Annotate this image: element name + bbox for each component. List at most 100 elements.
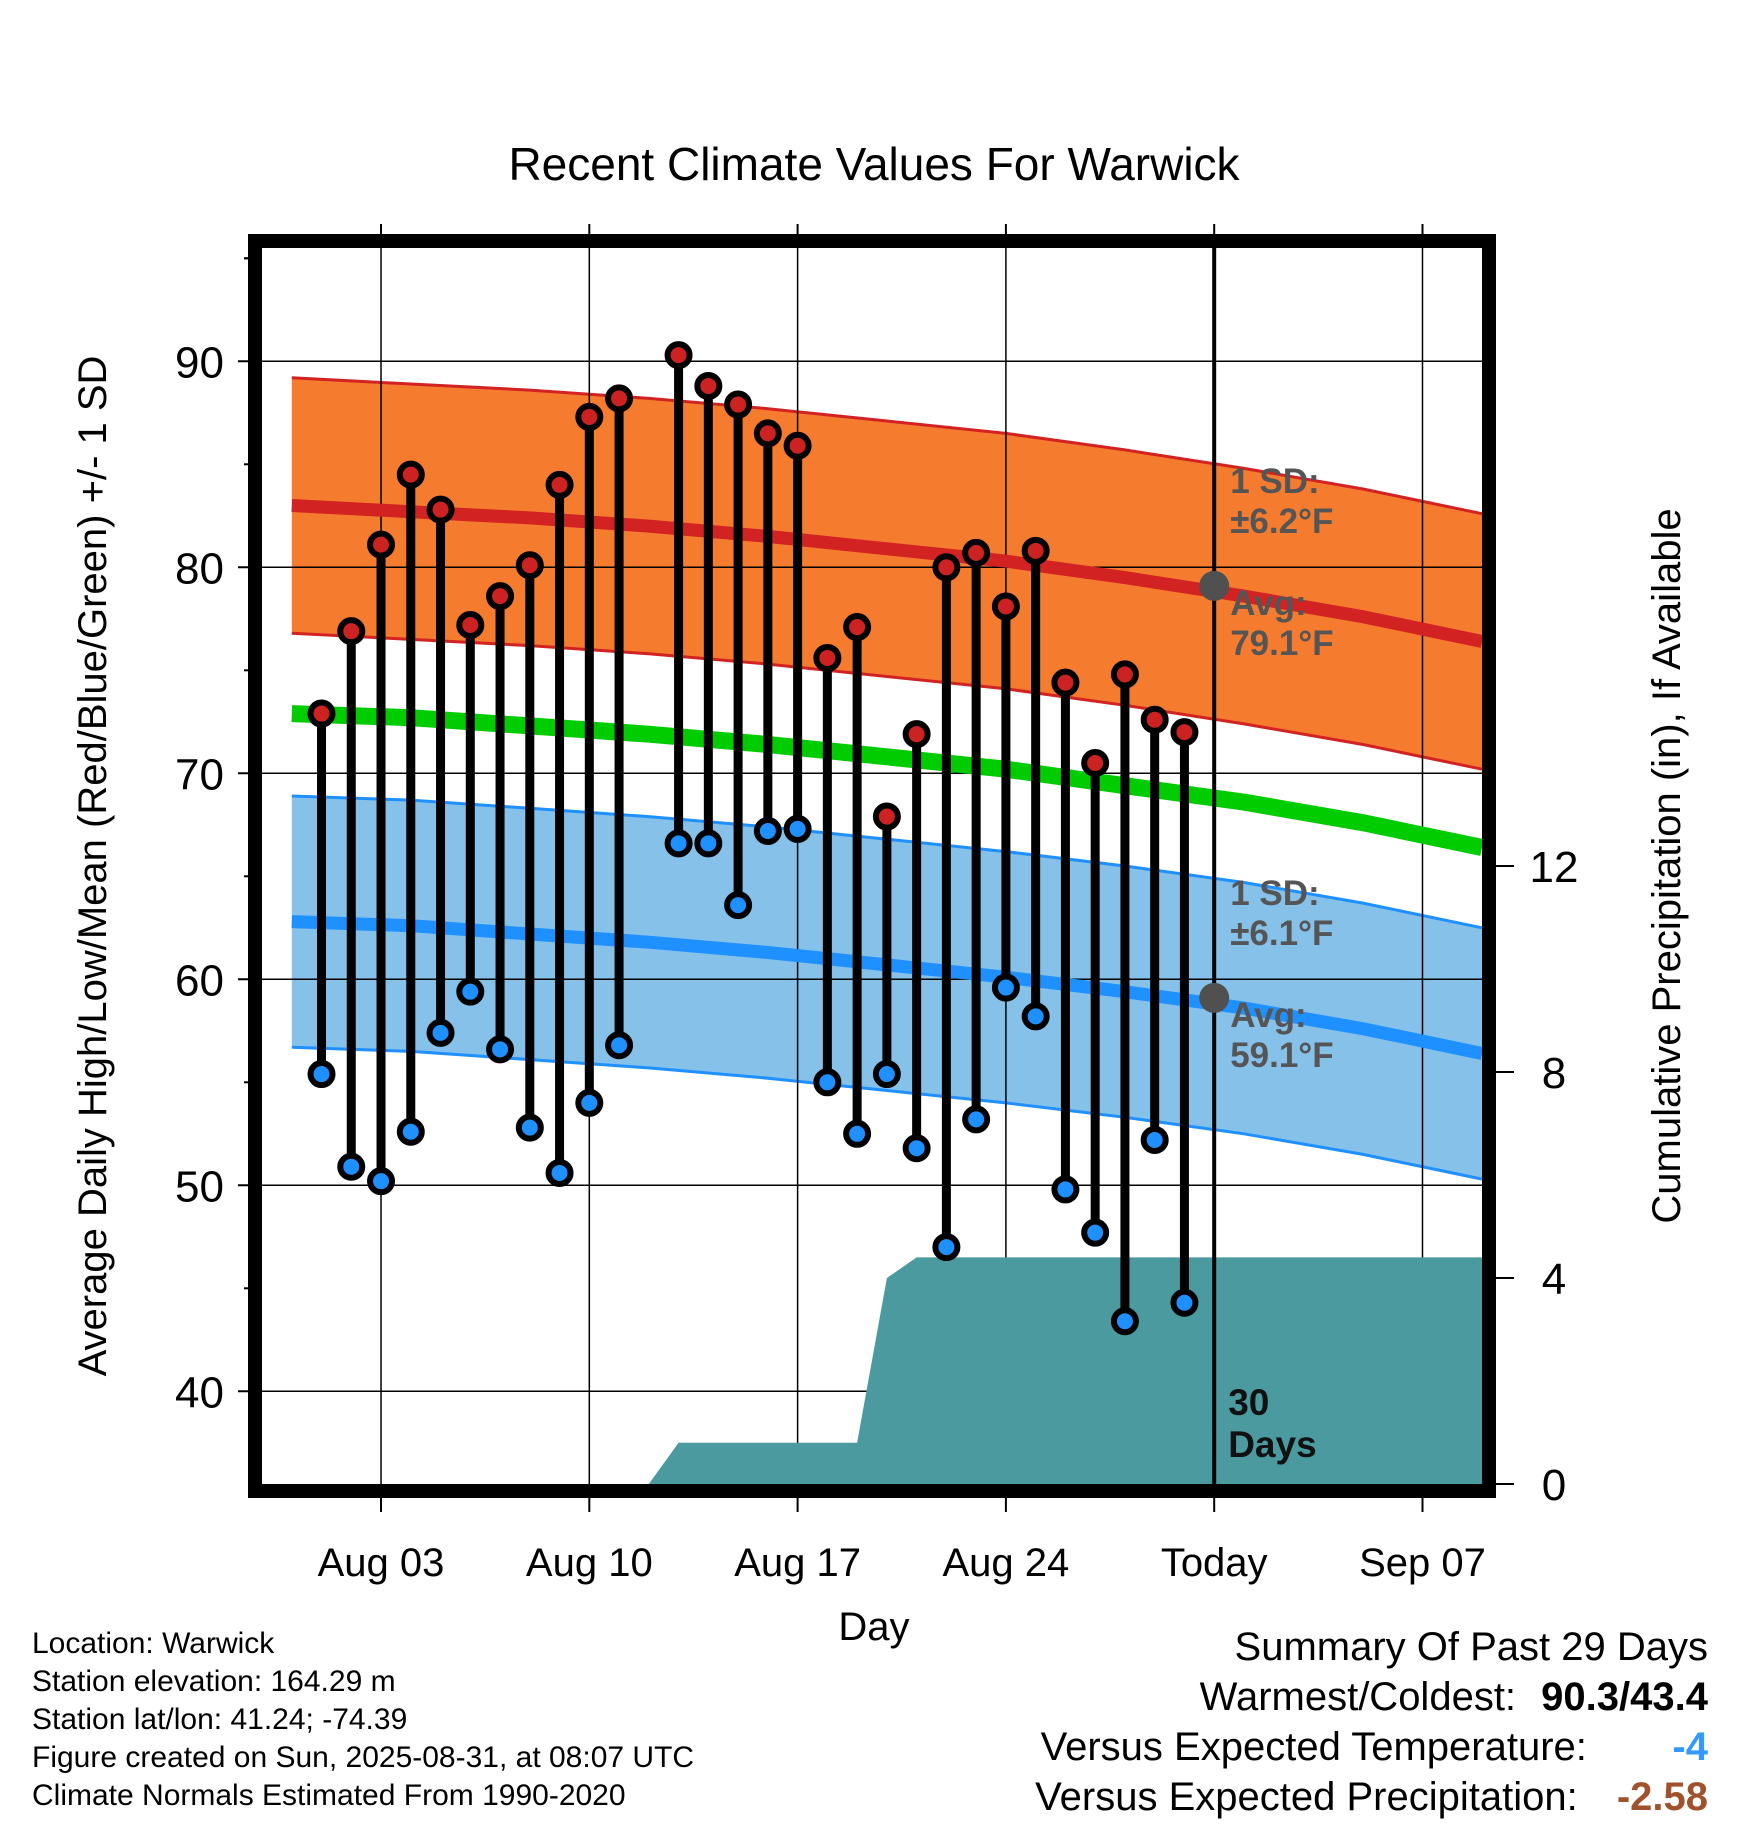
low-point (783, 814, 812, 843)
station-info: Location: Warwick Station elevation: 164… (32, 1625, 694, 1815)
y-left-tick-label-1: 50 (175, 1162, 224, 1211)
high-annotation-3: 79.1°F (1230, 624, 1334, 663)
low-point (396, 1117, 425, 1146)
low-point (753, 816, 782, 845)
high-point (337, 617, 366, 646)
y-right-tick-label-0: 0 (1542, 1461, 1566, 1510)
high-point (1170, 718, 1199, 747)
x-tick-label-2: Aug 17 (734, 1541, 861, 1585)
low-point (575, 1088, 604, 1117)
precip-value: -2.58 (1616, 1775, 1708, 1819)
high-point (456, 610, 485, 639)
y-right-tick-label-3: 12 (1530, 843, 1579, 892)
normal-high-line (291, 499, 1484, 648)
x-tick-label-0: Aug 03 (318, 1541, 445, 1585)
high-point (545, 470, 574, 499)
normals-text: Climate Normals Estimated From 1990-2020 (32, 1779, 626, 1812)
location-text: Location: Warwick (32, 1627, 275, 1660)
days-label-1: Days (1228, 1424, 1316, 1465)
low-point (1021, 1002, 1050, 1031)
low-annotation-0: 1 SD: (1230, 874, 1319, 913)
low-point (515, 1113, 544, 1142)
y-left-tick-label-0: 40 (175, 1368, 224, 1417)
high-point (575, 402, 604, 431)
y-right-axis-label: Cumulative Precipitation (in), If Availa… (1645, 508, 1689, 1223)
low-point (694, 829, 723, 858)
today-low-marker (1199, 982, 1230, 1013)
x-tick-label-3: Aug 24 (943, 1541, 1070, 1585)
low-point (1051, 1175, 1080, 1204)
high-point (605, 384, 634, 413)
y-left-tick-label-2: 60 (175, 956, 224, 1005)
y-left-tick-label-3: 70 (175, 750, 224, 799)
today-high-marker (1199, 570, 1230, 601)
high-annotation-2: Avg: (1230, 584, 1306, 623)
high-annotation-1: ±6.2°F (1230, 502, 1333, 541)
low-point (664, 829, 693, 858)
high-point (307, 699, 336, 728)
low-point (724, 891, 753, 920)
x-tick-label-4: Today (1161, 1541, 1268, 1585)
y-left-tick-label-5: 90 (175, 338, 224, 387)
high-point (515, 551, 544, 580)
y-left-tick-label-4: 80 (175, 544, 224, 593)
high-point (1081, 749, 1110, 777)
high-sd-band-upper-edge (291, 376, 1483, 516)
temp-label: Versus Expected Temperature: (1040, 1725, 1587, 1769)
latlon-text: Station lat/lon: 41.24; -74.39 (32, 1703, 408, 1736)
elevation-text: Station elevation: 164.29 m (32, 1665, 396, 1698)
high-point (813, 643, 842, 672)
low-point (962, 1105, 991, 1134)
low-point (843, 1119, 872, 1148)
precipitation-area (648, 1257, 1482, 1484)
high-point (486, 582, 515, 611)
y-right-tick-label-1: 4 (1542, 1255, 1566, 1304)
temp-value: -4 (1672, 1725, 1708, 1769)
high-point (783, 431, 812, 460)
warm-cold-label: Warmest/Coldest: (1199, 1675, 1517, 1719)
high-point (1051, 668, 1080, 697)
high-point (843, 613, 872, 642)
low-point (367, 1167, 396, 1196)
low-point (337, 1152, 366, 1181)
high-point (991, 592, 1020, 621)
x-axis-label: Day (838, 1605, 909, 1649)
high-point (367, 530, 396, 559)
normal-mean-line (291, 705, 1484, 856)
x-tick-label-5: Sep 07 (1359, 1541, 1486, 1585)
low-point (991, 973, 1020, 1002)
high-point (1021, 536, 1050, 565)
high-point (1140, 705, 1169, 734)
high-point (932, 553, 961, 582)
low-point (605, 1031, 634, 1060)
high-point (753, 419, 782, 448)
high-annotation-0: 1 SD: (1230, 462, 1319, 501)
high-point (962, 538, 991, 567)
low-point (1110, 1307, 1139, 1336)
high-point (664, 341, 693, 370)
low-point (1170, 1288, 1199, 1317)
low-point (1081, 1218, 1110, 1247)
low-point (486, 1035, 515, 1064)
low-point (902, 1134, 931, 1163)
low-annotation-3: 59.1°F (1230, 1036, 1334, 1075)
low-annotation-2: Avg: (1230, 996, 1306, 1035)
low-annotation-1: ±6.1°F (1230, 914, 1333, 953)
low-point (813, 1068, 842, 1097)
high-point (902, 720, 931, 749)
high-point (1110, 660, 1139, 689)
high-sd-band-lower-edge (291, 631, 1483, 771)
low-point (932, 1233, 961, 1262)
summary-title: Summary Of Past 29 Days (1234, 1625, 1708, 1669)
high-point (872, 802, 901, 831)
warm-cold-value: 90.3/43.4 (1541, 1675, 1708, 1719)
low-point (872, 1060, 901, 1089)
low-point (545, 1158, 574, 1187)
high-point (724, 390, 753, 419)
low-point (456, 977, 485, 1006)
low-point (1140, 1125, 1169, 1154)
created-text: Figure created on Sun, 2025-08-31, at 08… (32, 1741, 695, 1774)
x-tick-label-1: Aug 10 (526, 1541, 653, 1585)
chart-title: Recent Climate Values For Warwick (508, 138, 1240, 190)
